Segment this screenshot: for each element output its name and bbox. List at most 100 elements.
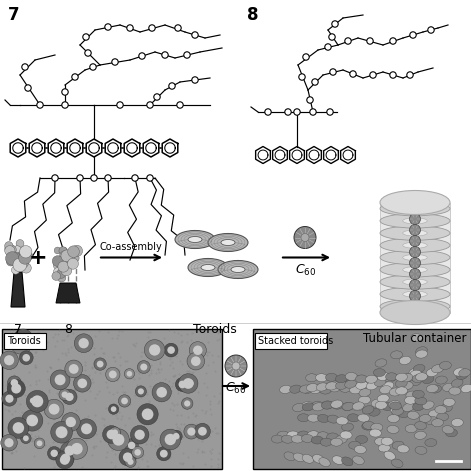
Ellipse shape — [356, 381, 368, 390]
Circle shape — [164, 343, 178, 357]
Ellipse shape — [365, 375, 377, 383]
Ellipse shape — [414, 422, 427, 430]
Ellipse shape — [371, 423, 383, 431]
Circle shape — [5, 244, 14, 253]
Circle shape — [130, 425, 149, 444]
Circle shape — [94, 358, 106, 370]
Ellipse shape — [380, 300, 450, 325]
Circle shape — [118, 395, 131, 407]
Ellipse shape — [415, 350, 428, 358]
Circle shape — [19, 245, 32, 258]
Circle shape — [52, 175, 58, 181]
Ellipse shape — [331, 438, 342, 446]
Circle shape — [125, 456, 136, 467]
Circle shape — [134, 449, 141, 455]
Circle shape — [25, 85, 31, 91]
Circle shape — [16, 252, 25, 261]
Ellipse shape — [389, 400, 400, 409]
Ellipse shape — [369, 429, 382, 437]
Ellipse shape — [414, 431, 426, 439]
Ellipse shape — [332, 401, 343, 409]
Circle shape — [64, 260, 73, 269]
Circle shape — [187, 352, 204, 370]
Circle shape — [106, 367, 120, 382]
Ellipse shape — [307, 383, 318, 392]
Circle shape — [11, 253, 20, 262]
Circle shape — [409, 268, 421, 279]
Circle shape — [127, 25, 133, 31]
Ellipse shape — [277, 431, 289, 439]
Circle shape — [140, 364, 147, 371]
Circle shape — [18, 252, 32, 264]
Circle shape — [106, 430, 116, 439]
Ellipse shape — [429, 410, 441, 418]
Ellipse shape — [422, 401, 434, 409]
Ellipse shape — [405, 425, 417, 433]
Ellipse shape — [390, 402, 401, 410]
Ellipse shape — [312, 384, 324, 392]
Circle shape — [410, 32, 416, 38]
Circle shape — [22, 410, 43, 431]
Circle shape — [409, 213, 421, 225]
Circle shape — [57, 450, 74, 467]
Circle shape — [11, 266, 20, 274]
Ellipse shape — [388, 414, 399, 422]
Ellipse shape — [371, 399, 383, 407]
Circle shape — [181, 398, 193, 409]
Circle shape — [409, 225, 421, 236]
Ellipse shape — [336, 417, 348, 425]
Ellipse shape — [413, 365, 425, 373]
Circle shape — [135, 386, 146, 397]
Circle shape — [198, 427, 207, 436]
Ellipse shape — [399, 377, 411, 385]
Circle shape — [60, 455, 70, 465]
Ellipse shape — [342, 402, 354, 411]
Circle shape — [303, 54, 309, 60]
Circle shape — [175, 25, 181, 31]
Ellipse shape — [392, 441, 404, 449]
Circle shape — [152, 382, 171, 402]
Circle shape — [142, 408, 154, 420]
Circle shape — [189, 341, 206, 359]
Circle shape — [165, 434, 176, 445]
Circle shape — [183, 376, 197, 390]
Circle shape — [225, 355, 247, 377]
Ellipse shape — [356, 375, 367, 383]
Ellipse shape — [201, 265, 215, 270]
Circle shape — [407, 72, 413, 78]
Circle shape — [409, 258, 421, 268]
Circle shape — [24, 248, 30, 255]
Ellipse shape — [403, 267, 427, 273]
Ellipse shape — [426, 368, 438, 377]
Ellipse shape — [325, 382, 338, 390]
Ellipse shape — [459, 369, 471, 377]
Ellipse shape — [375, 401, 387, 409]
Ellipse shape — [387, 425, 399, 433]
Circle shape — [312, 79, 318, 85]
Circle shape — [409, 246, 421, 258]
Text: Stacked toroids: Stacked toroids — [258, 336, 333, 346]
Circle shape — [65, 417, 76, 427]
Circle shape — [7, 257, 15, 266]
Circle shape — [19, 252, 29, 261]
Ellipse shape — [188, 259, 228, 276]
Circle shape — [50, 370, 70, 390]
Ellipse shape — [340, 431, 352, 439]
Circle shape — [6, 252, 19, 265]
Ellipse shape — [284, 452, 295, 461]
Ellipse shape — [380, 202, 450, 216]
Bar — [255, 333, 327, 349]
Circle shape — [5, 242, 13, 250]
Circle shape — [30, 398, 35, 404]
Circle shape — [325, 44, 331, 50]
Polygon shape — [56, 283, 80, 303]
Circle shape — [123, 452, 132, 462]
Ellipse shape — [325, 374, 338, 382]
Ellipse shape — [403, 242, 427, 248]
Circle shape — [11, 383, 21, 394]
Circle shape — [13, 258, 27, 272]
Ellipse shape — [380, 275, 450, 289]
Ellipse shape — [415, 397, 427, 405]
Ellipse shape — [321, 401, 333, 409]
Ellipse shape — [435, 376, 447, 384]
